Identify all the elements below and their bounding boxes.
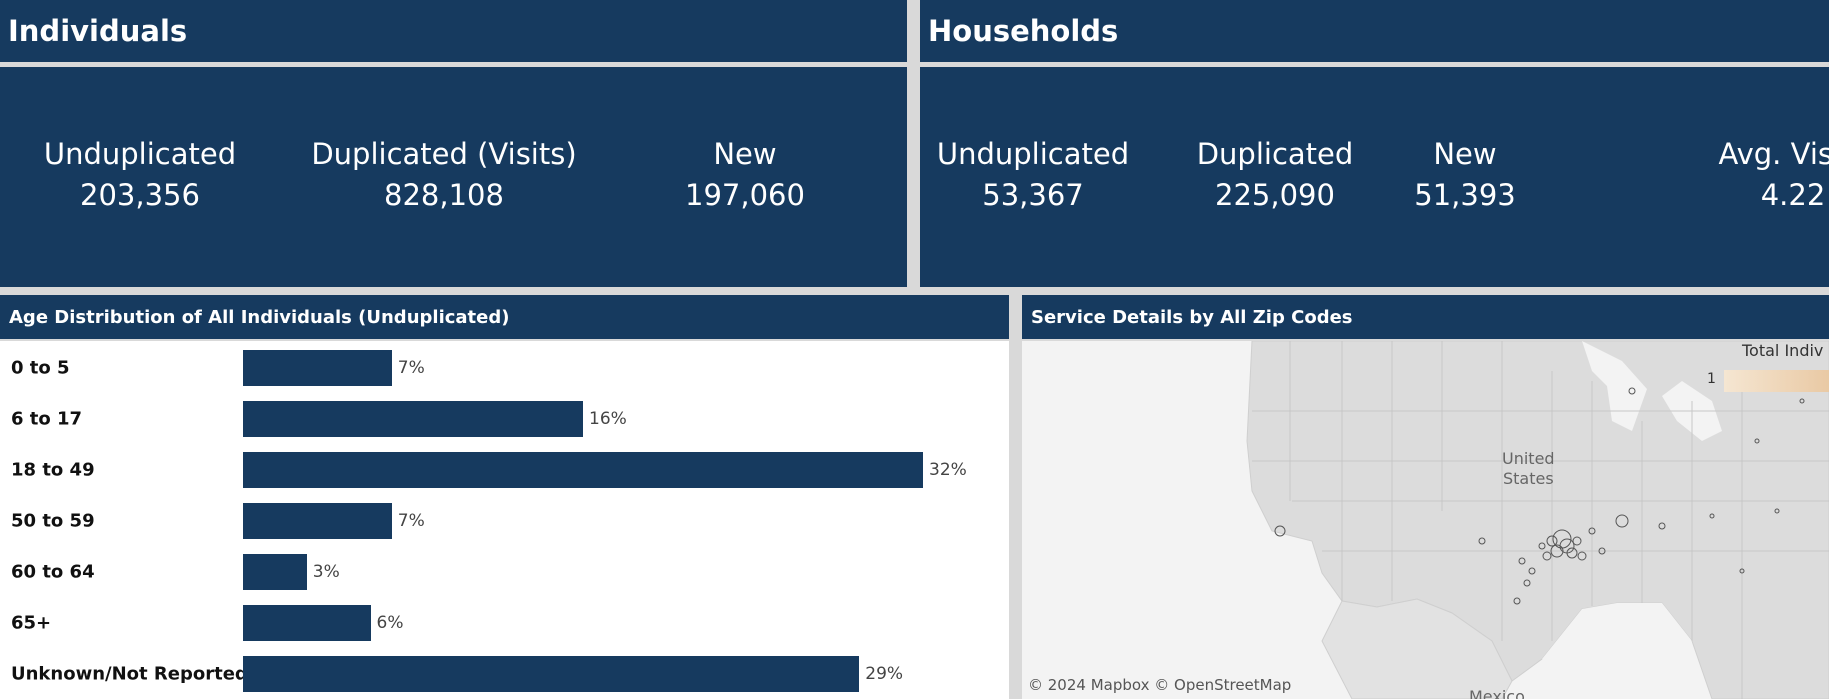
legend-title: Total Indiv [1742,341,1824,360]
age-bar[interactable] [243,656,860,692]
households-duplicated-kpi: Duplicated 225,090 [1197,134,1354,216]
kpi-label: New [713,137,777,171]
age-category-label: 6 to 17 [11,408,83,430]
age-bar[interactable] [243,350,392,386]
individuals-kpi-panel: Unduplicated 203,356 Duplicated (Visits)… [0,67,907,287]
age-distribution-header: Age Distribution of All Individuals (Und… [0,295,1009,339]
households-avg-visits-kpi: Avg. Visits 4.22 [1718,134,1829,216]
age-bar-value-label: 29% [865,664,904,684]
great-lakes [1582,341,1647,431]
kpi-value: 828,108 [384,178,504,212]
map-header: Service Details by All Zip Codes [1022,295,1829,339]
kpi-value: 225,090 [1215,178,1335,212]
age-bar[interactable] [243,605,371,641]
map-svg [1022,341,1829,699]
households-unduplicated-kpi: Unduplicated 53,367 [937,134,1129,216]
individuals-unduplicated-kpi: Unduplicated 203,356 [44,134,236,216]
age-bar-value-label: 7% [397,511,425,531]
kpi-label: Unduplicated [936,137,1130,171]
age-bar-value-label: 6% [376,613,404,633]
country-label-us-2: States [1503,469,1554,488]
age-bar[interactable] [243,452,923,488]
households-new-kpi: New 51,393 [1414,134,1515,216]
gulf-of-mexico [1542,603,1692,681]
age-category-label: 60 to 64 [11,561,95,583]
age-category-label: 0 to 5 [11,357,70,379]
age-bar-value-label: 32% [929,460,967,480]
age-bar-value-label: 7% [397,358,425,378]
age-bar[interactable] [243,503,392,539]
kpi-label: Duplicated (Visits) [311,137,577,171]
zip-code-map[interactable]: Total Indiv 1 United States Mexico © 202… [1022,341,1829,699]
individuals-new-kpi: New 197,060 [685,134,805,216]
map-title: Service Details by All Zip Codes [1031,306,1353,328]
individuals-title: Individuals [8,14,188,48]
kpi-value: 4.22 [1760,178,1826,212]
age-category-label: 65+ [11,612,52,634]
kpi-value: 197,060 [685,178,805,212]
individuals-header: Individuals [0,0,907,62]
zip-circles [1274,387,1805,605]
age-category-label: Unknown/Not Reported [11,663,248,685]
age-category-label: 18 to 49 [11,459,95,481]
country-label-us-1: United [1502,449,1555,468]
age-bar-value-label: 3% [312,562,340,582]
households-title: Households [928,14,1119,48]
kpi-value: 51,393 [1414,178,1516,212]
kpi-label: New [1433,137,1497,171]
kpi-value: 53,367 [982,178,1084,212]
legend-gradient [1724,370,1829,392]
age-category-label: 50 to 59 [11,510,95,532]
country-label-mexico: Mexico [1469,687,1525,699]
age-bar-value-label: 16% [589,409,627,429]
age-bar[interactable] [243,401,583,437]
households-header: Households [920,0,1829,62]
age-distribution-chart: 0 to 5 7% 6 to 17 16% 18 to 49 32% 50 to 59 7% 6… [0,341,1009,699]
kpi-label: Unduplicated [43,137,237,171]
individuals-duplicated-kpi: Duplicated (Visits) 828,108 [311,134,576,216]
kpi-label: Duplicated [1196,137,1354,171]
mexico-landmass [1321,598,1513,699]
age-distribution-title: Age Distribution of All Individuals (Und… [9,306,510,328]
kpi-value: 203,356 [80,178,200,212]
legend-min: 1 [1707,371,1716,387]
households-kpi-panel: Unduplicated 53,367 Duplicated 225,090 N… [920,67,1829,287]
kpi-label: Avg. Visits [1718,137,1829,171]
age-bar[interactable] [243,554,307,590]
map-attribution[interactable]: © 2024 Mapbox © OpenStreetMap [1028,676,1292,694]
